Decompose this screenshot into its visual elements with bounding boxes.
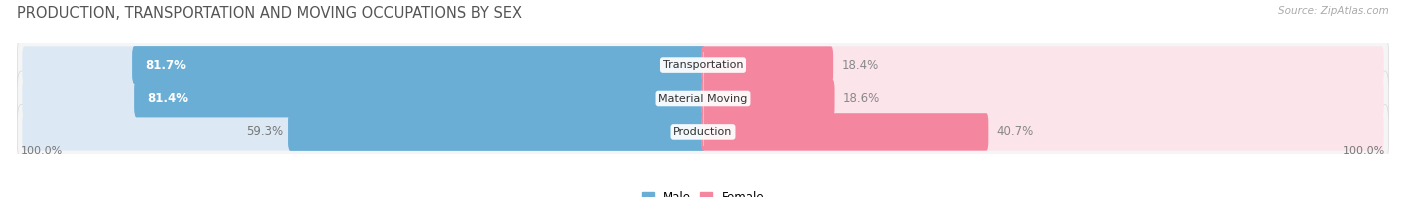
FancyBboxPatch shape [702, 113, 988, 151]
FancyBboxPatch shape [702, 113, 1384, 151]
FancyBboxPatch shape [135, 80, 704, 117]
FancyBboxPatch shape [702, 80, 835, 117]
Text: 100.0%: 100.0% [21, 146, 63, 156]
FancyBboxPatch shape [702, 46, 1384, 84]
FancyBboxPatch shape [17, 71, 1389, 126]
Text: 81.4%: 81.4% [146, 92, 188, 105]
Text: 18.6%: 18.6% [842, 92, 880, 105]
FancyBboxPatch shape [22, 80, 704, 117]
Text: 40.7%: 40.7% [997, 125, 1033, 138]
FancyBboxPatch shape [22, 46, 704, 84]
FancyBboxPatch shape [132, 46, 704, 84]
FancyBboxPatch shape [288, 113, 704, 151]
Text: Material Moving: Material Moving [658, 94, 748, 103]
FancyBboxPatch shape [17, 38, 1389, 92]
Text: PRODUCTION, TRANSPORTATION AND MOVING OCCUPATIONS BY SEX: PRODUCTION, TRANSPORTATION AND MOVING OC… [17, 6, 522, 21]
Text: 100.0%: 100.0% [1343, 146, 1385, 156]
Text: 18.4%: 18.4% [842, 59, 879, 72]
FancyBboxPatch shape [135, 80, 704, 117]
FancyBboxPatch shape [22, 113, 704, 151]
Text: Source: ZipAtlas.com: Source: ZipAtlas.com [1278, 6, 1389, 16]
Text: 81.7%: 81.7% [145, 59, 186, 72]
FancyBboxPatch shape [288, 113, 704, 151]
FancyBboxPatch shape [132, 46, 704, 84]
Legend: Male, Female: Male, Female [637, 186, 769, 197]
FancyBboxPatch shape [17, 105, 1389, 159]
Text: 59.3%: 59.3% [246, 125, 284, 138]
Text: Transportation: Transportation [662, 60, 744, 70]
FancyBboxPatch shape [702, 80, 1384, 117]
Text: Production: Production [673, 127, 733, 137]
FancyBboxPatch shape [702, 46, 834, 84]
